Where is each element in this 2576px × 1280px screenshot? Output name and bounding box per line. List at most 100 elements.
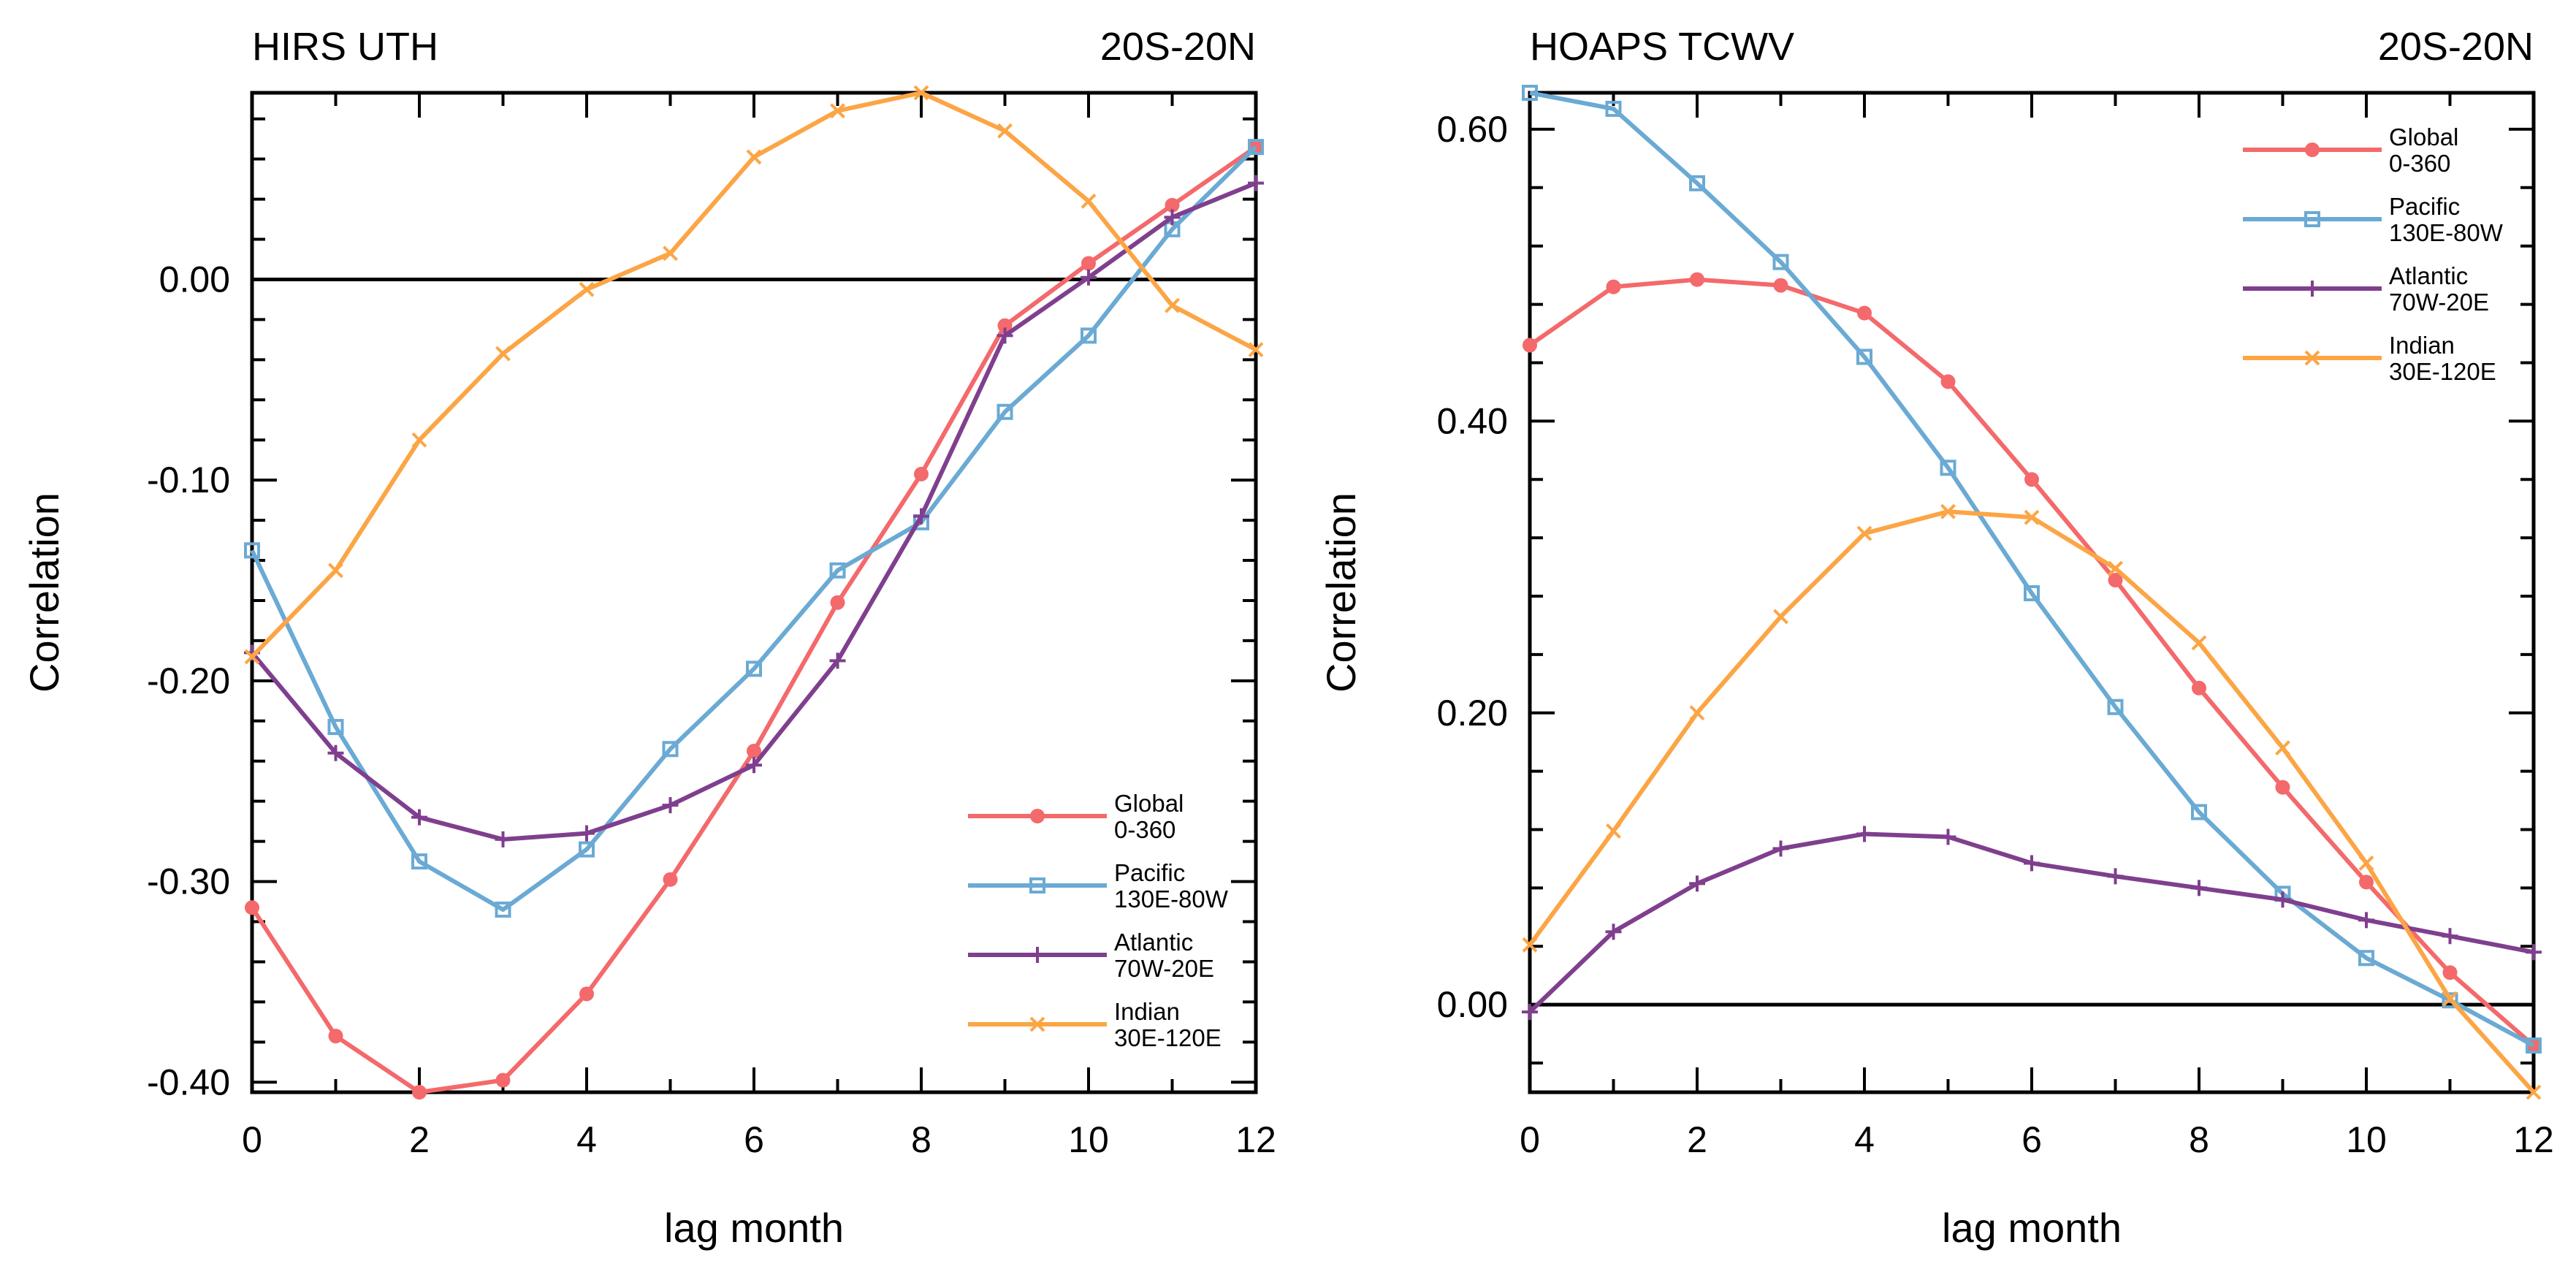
data-point-marker xyxy=(2304,281,2320,297)
data-point-marker xyxy=(1606,279,1621,294)
data-point-marker xyxy=(914,466,929,481)
x-tick-label: 8 xyxy=(2189,1119,2209,1160)
data-point-marker xyxy=(997,327,1013,344)
data-point-marker xyxy=(327,719,344,736)
x-tick-label: 12 xyxy=(2513,1119,2554,1160)
y-tick-label: 0.00 xyxy=(1437,984,1508,1025)
y-tick-label: -0.40 xyxy=(147,1062,230,1102)
data-point-marker xyxy=(1689,175,1705,191)
data-point-marker xyxy=(244,649,260,665)
y-axis-label: Correlation xyxy=(1318,492,1364,693)
data-point-marker xyxy=(2442,991,2458,1007)
data-point-marker xyxy=(997,123,1013,139)
data-point-marker xyxy=(245,900,259,915)
data-point-marker xyxy=(411,853,427,870)
data-point-marker xyxy=(1856,826,1872,842)
data-point-marker xyxy=(2274,891,2291,908)
data-point-marker xyxy=(2275,740,2290,756)
legend-sublabel: 70W-20E xyxy=(2389,289,2489,316)
data-point-marker xyxy=(1029,1016,1045,1032)
data-point-marker xyxy=(328,1029,343,1044)
data-point-marker xyxy=(2358,856,2374,871)
legend-label: Pacific xyxy=(2389,193,2460,220)
x-tick-label: 4 xyxy=(576,1119,597,1160)
y-tick-label: 0.60 xyxy=(1437,109,1508,150)
data-point-marker xyxy=(1081,327,1097,344)
data-point-marker xyxy=(2024,855,2040,872)
data-point-marker xyxy=(2304,350,2320,366)
legend-sublabel: 0-360 xyxy=(2389,150,2450,177)
data-point-marker xyxy=(2358,912,2374,929)
data-point-marker xyxy=(1606,823,1621,839)
data-point-marker xyxy=(2442,928,2458,945)
legend-sublabel: 130E-80W xyxy=(1114,885,1229,913)
data-point-marker xyxy=(411,432,427,448)
data-point-marker xyxy=(1856,525,1872,541)
series-line-indian xyxy=(250,91,1257,658)
data-point-marker xyxy=(1690,272,1704,287)
x-axis-label: lag month xyxy=(1942,1205,2122,1251)
data-point-marker xyxy=(2304,211,2320,227)
data-point-marker xyxy=(1164,209,1181,226)
y-axis-label: Correlation xyxy=(21,492,67,693)
legend-label: Atlantic xyxy=(2389,262,2468,289)
data-point-marker xyxy=(328,563,343,579)
y-tick-label: -0.10 xyxy=(147,460,230,500)
data-point-marker xyxy=(495,1073,511,1088)
legend-sublabel: 70W-20E xyxy=(1114,955,1214,982)
legend-label: Pacific xyxy=(1114,859,1185,886)
series-line-pacific xyxy=(250,145,1258,913)
data-point-marker xyxy=(746,757,762,774)
data-point-marker xyxy=(746,149,762,165)
data-point-marker xyxy=(327,744,344,761)
legend-label: Indian xyxy=(1114,998,1180,1025)
data-point-marker xyxy=(1940,374,1956,389)
x-tick-label: 4 xyxy=(1854,1119,1875,1160)
data-point-marker xyxy=(1940,460,1956,476)
data-point-marker xyxy=(746,660,762,677)
x-tick-label: 2 xyxy=(1687,1119,1707,1160)
data-point-marker xyxy=(2526,1037,2542,1054)
data-point-marker xyxy=(579,841,595,858)
panel-title: HIRS UTH xyxy=(252,25,438,69)
data-point-marker xyxy=(1605,100,1622,117)
data-point-marker xyxy=(997,403,1013,420)
data-point-marker xyxy=(913,508,929,525)
x-tick-label: 12 xyxy=(1235,1119,1276,1160)
panel-region: 20S-20N xyxy=(2378,25,2534,69)
data-point-marker xyxy=(2024,509,2040,525)
data-point-marker xyxy=(2526,944,2542,961)
data-point-marker xyxy=(579,281,595,297)
data-point-marker xyxy=(1773,278,1788,293)
data-point-marker xyxy=(2107,868,2124,885)
panel-hoaps-tcwv: HOAPS TCWV 20S-20N lag month Correlation… xyxy=(1318,25,2554,1251)
data-point-marker xyxy=(997,318,1013,333)
series-line-atlantic xyxy=(250,180,1257,842)
data-point-marker xyxy=(579,825,595,842)
x-tick-label: 8 xyxy=(911,1119,931,1160)
data-point-marker xyxy=(1940,828,1956,845)
data-point-marker xyxy=(1029,947,1045,963)
data-point-marker xyxy=(747,744,761,759)
y-tick-label: 0.40 xyxy=(1437,400,1508,441)
data-point-marker xyxy=(2305,142,2320,157)
legend-label: Atlantic xyxy=(1114,929,1193,956)
data-point-marker xyxy=(1856,348,1872,365)
y-tick-label: 0.20 xyxy=(1437,693,1508,734)
legend-sublabel: 30E-120E xyxy=(2389,358,2496,385)
data-point-marker xyxy=(913,85,929,101)
data-point-marker xyxy=(1248,342,1264,358)
data-point-marker xyxy=(1165,297,1180,313)
legend-label: Indian xyxy=(2389,332,2455,359)
data-point-marker xyxy=(1248,139,1264,156)
series-line-global xyxy=(1528,277,2535,1048)
data-point-marker xyxy=(1522,1004,1538,1021)
x-tick-label: 6 xyxy=(744,1119,764,1160)
data-point-marker xyxy=(2192,680,2206,696)
data-point-marker xyxy=(1081,269,1097,286)
data-point-marker xyxy=(495,831,511,847)
data-point-marker xyxy=(1773,609,1788,625)
data-point-marker xyxy=(829,652,846,669)
x-tick-label: 6 xyxy=(2021,1119,2042,1160)
data-point-marker xyxy=(1030,809,1045,823)
